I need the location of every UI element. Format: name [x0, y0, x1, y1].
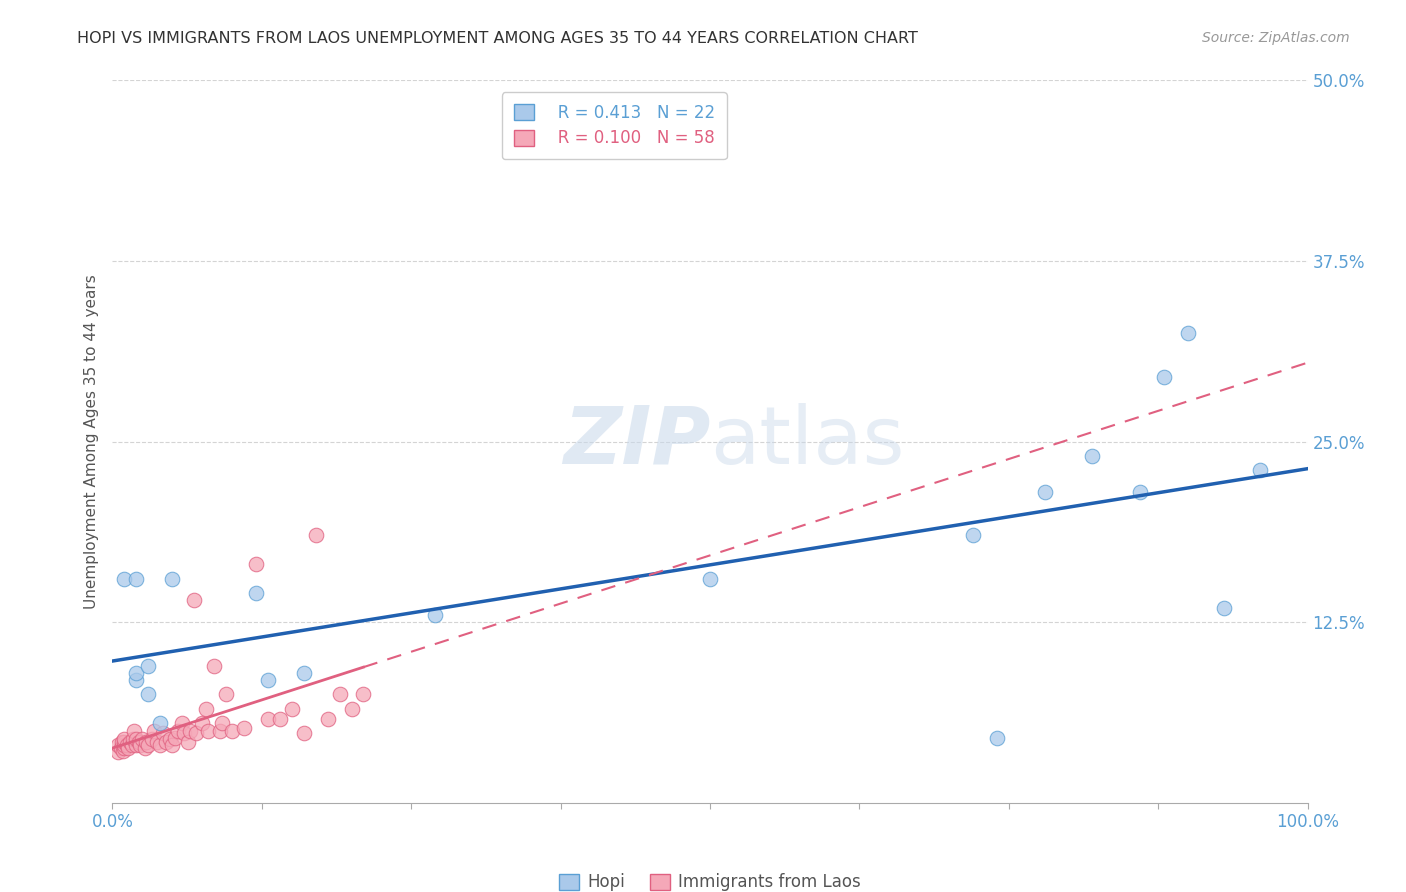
- Point: [209, 723, 232, 738]
- Point: [125, 673, 148, 687]
- Point: [1177, 326, 1199, 340]
- Point: [215, 687, 238, 701]
- Point: [141, 732, 163, 747]
- Point: [114, 572, 135, 586]
- Text: Source: ZipAtlas.com: Source: ZipAtlas.com: [1202, 31, 1350, 45]
- Point: [340, 702, 363, 716]
- Y-axis label: Unemployment Among Ages 35 to 44 years: Unemployment Among Ages 35 to 44 years: [83, 274, 98, 609]
- Point: [1153, 369, 1175, 384]
- Point: [117, 740, 139, 755]
- Point: [145, 735, 167, 749]
- Point: [125, 732, 148, 747]
- Point: [211, 716, 233, 731]
- Point: [122, 723, 145, 738]
- Point: [305, 528, 328, 542]
- Point: [121, 738, 143, 752]
- Point: [186, 726, 208, 740]
- Point: [233, 721, 256, 735]
- Point: [129, 738, 152, 752]
- Point: [257, 673, 280, 687]
- Point: [316, 712, 339, 726]
- Point: [135, 735, 157, 749]
- Point: [162, 738, 183, 752]
- Point: [162, 572, 183, 586]
- Point: [173, 726, 195, 740]
- Point: [179, 723, 201, 738]
- Point: [111, 735, 134, 749]
- Point: [245, 558, 267, 572]
- Point: [125, 738, 148, 752]
- Point: [699, 572, 721, 586]
- Point: [115, 738, 138, 752]
- Point: [114, 740, 135, 755]
- Point: [110, 740, 132, 755]
- Point: [1033, 485, 1056, 500]
- Point: [149, 738, 172, 752]
- Point: [425, 607, 447, 622]
- Point: [281, 702, 304, 716]
- Point: [221, 723, 243, 738]
- Point: [159, 732, 181, 747]
- Point: [114, 738, 135, 752]
- Point: [107, 745, 129, 759]
- Point: [202, 658, 225, 673]
- Text: atlas: atlas: [710, 402, 904, 481]
- Point: [1249, 463, 1271, 477]
- Point: [149, 716, 172, 731]
- Point: [292, 726, 315, 740]
- Point: [177, 735, 200, 749]
- Point: [1129, 485, 1152, 500]
- Point: [114, 735, 135, 749]
- Point: [134, 740, 156, 755]
- Point: [352, 687, 374, 701]
- Point: [131, 732, 153, 747]
- Point: [128, 735, 150, 749]
- Point: [114, 732, 135, 747]
- Point: [269, 712, 291, 726]
- Text: HOPI VS IMMIGRANTS FROM LAOS UNEMPLOYMENT AMONG AGES 35 TO 44 YEARS CORRELATION : HOPI VS IMMIGRANTS FROM LAOS UNEMPLOYMEN…: [77, 31, 918, 46]
- Point: [170, 716, 193, 731]
- Point: [329, 687, 352, 701]
- Point: [138, 738, 160, 752]
- Point: [245, 586, 267, 600]
- Point: [112, 744, 135, 758]
- Point: [107, 738, 129, 752]
- Point: [191, 716, 214, 731]
- Point: [152, 726, 174, 740]
- Legend: Hopi, Immigrants from Laos: Hopi, Immigrants from Laos: [547, 862, 873, 892]
- Point: [125, 572, 148, 586]
- Point: [962, 528, 984, 542]
- Point: [1081, 449, 1104, 463]
- Point: [1213, 600, 1236, 615]
- Point: [197, 723, 219, 738]
- Point: [138, 687, 160, 701]
- Text: ZIP: ZIP: [562, 402, 710, 481]
- Point: [143, 723, 166, 738]
- Point: [257, 712, 280, 726]
- Point: [167, 723, 190, 738]
- Point: [183, 593, 205, 607]
- Point: [163, 731, 186, 745]
- Point: [292, 665, 315, 680]
- Point: [121, 732, 143, 747]
- Point: [125, 665, 148, 680]
- Point: [138, 658, 160, 673]
- Point: [120, 735, 142, 749]
- Point: [194, 702, 217, 716]
- Point: [986, 731, 1008, 745]
- Point: [155, 735, 177, 749]
